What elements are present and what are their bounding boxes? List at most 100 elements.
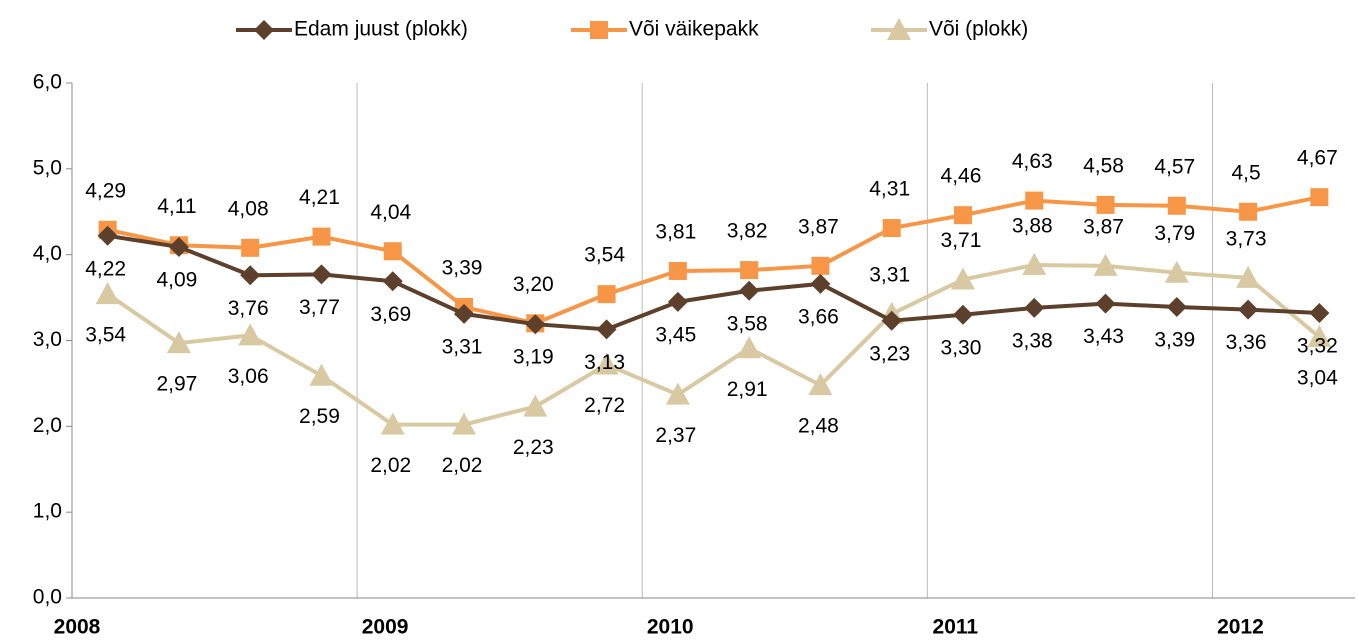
data-point [168,236,189,257]
data-point [166,331,191,354]
data-point [953,206,972,225]
data-point [523,394,548,417]
data-point [737,336,762,359]
data-label: 4,5 [1231,161,1260,184]
legend-marker [254,20,274,40]
data-point [596,319,617,340]
data-point [1236,265,1261,288]
legend-marker [590,21,608,39]
data-point [740,261,759,280]
data-label: 3,79 [1154,222,1195,245]
data-label: 3,87 [798,215,839,238]
data-point [95,282,120,305]
data-label: 3,69 [370,303,411,326]
data-point [238,323,263,346]
data-point [950,267,975,290]
data-point [597,285,616,304]
x-tick-label: 2008 [54,616,101,639]
data-point [1238,299,1259,320]
y-tick-label: 3,0 [33,328,62,351]
data-label: 3,66 [798,305,839,328]
data-label: 2,72 [584,394,625,417]
x-tick-label: 2010 [647,616,694,639]
data-label: 4,57 [1154,155,1195,178]
data-label: 3,54 [584,244,625,267]
data-label: 2,23 [513,436,554,459]
x-tick-label: 2011 [933,616,979,639]
data-point [309,363,334,386]
data-label: 3,30 [941,336,982,359]
data-point [454,303,475,324]
y-tick-label: 6,0 [33,71,62,94]
data-label: 3,73 [1226,227,1267,250]
series-line [106,262,1321,427]
data-point [525,314,546,335]
data-point [382,271,403,292]
data-point [1309,303,1330,324]
data-label: 4,22 [85,257,126,280]
data-label: 3,06 [228,365,269,388]
data-label: 4,67 [1297,147,1338,170]
y-tick-label: 4,0 [33,242,62,265]
data-label: 3,36 [1226,331,1267,354]
x-tick-label: 2009 [362,616,409,639]
y-tick-label: 1,0 [33,500,62,523]
data-point [882,219,901,238]
data-label: 3,88 [1012,215,1053,238]
data-point [739,280,760,301]
data-label: 3,13 [584,351,625,374]
data-label: 3,54 [85,324,126,347]
data-label: 2,91 [727,378,768,401]
data-label: 3,39 [1154,329,1195,352]
legend-label: Või (plokk) [929,18,1028,41]
data-point [881,310,902,331]
data-point [594,352,619,375]
data-label: 3,04 [1297,367,1338,390]
data-point [1093,253,1118,276]
data-label: 4,21 [299,186,340,209]
data-label: 2,97 [156,373,197,396]
data-label: 4,31 [869,178,910,201]
data-label: 3,43 [1083,325,1124,348]
data-point [1095,293,1116,314]
data-label: 4,04 [370,201,411,224]
data-label: 4,11 [157,195,196,218]
data-point [240,265,261,286]
data-label: 4,63 [1012,150,1053,173]
data-label: 3,45 [655,323,696,346]
data-label: 2,02 [442,454,483,477]
data-point [380,412,405,435]
data-label: 4,08 [228,197,269,220]
data-label: 3,76 [228,297,269,320]
data-label: 3,71 [941,229,982,252]
data-point [1022,252,1047,275]
data-label: 3,87 [1083,215,1124,238]
data-point [383,242,402,261]
data-point [1024,297,1045,318]
data-point [1167,196,1186,215]
data-point [241,238,260,257]
data-label: 3,23 [869,342,910,365]
data-label: 4,46 [941,165,982,188]
data-label: 3,32 [1297,335,1338,358]
data-label: 3,81 [655,221,696,244]
data-point [1025,191,1044,210]
data-point [1164,260,1189,283]
data-point [667,291,688,312]
data-label: 3,31 [442,335,483,358]
data-point [1310,188,1329,207]
series-line [107,195,1320,326]
data-point [665,382,690,405]
data-point [952,304,973,325]
data-label: 3,19 [513,346,554,369]
data-point [311,264,332,285]
data-point [808,373,833,396]
data-label: 4,58 [1083,154,1124,177]
x-tick-label: 2012 [1217,616,1264,639]
data-point [452,412,477,435]
data-point [811,256,830,275]
data-point [810,273,831,294]
y-tick-label: 5,0 [33,156,62,179]
data-point [668,261,687,280]
data-label: 3,39 [442,257,483,280]
